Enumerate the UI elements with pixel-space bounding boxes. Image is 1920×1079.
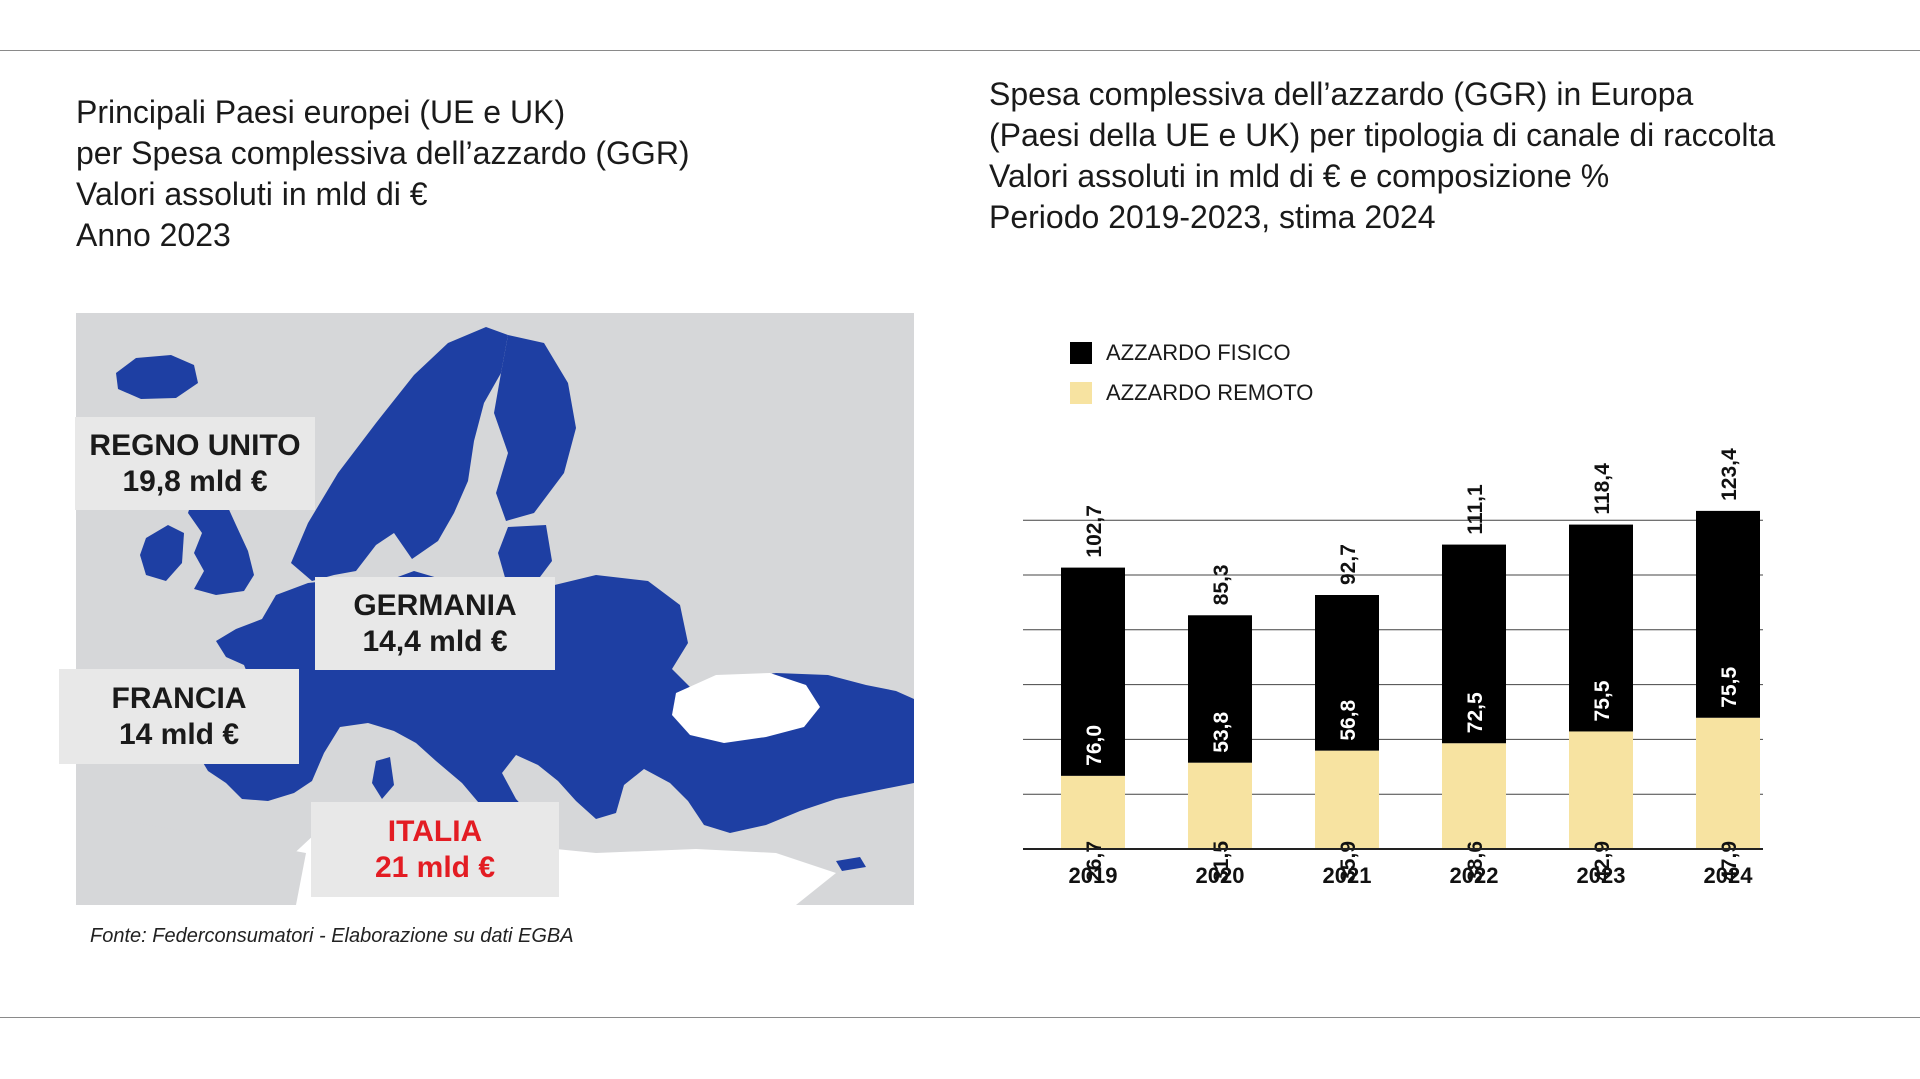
data-label-remoto: 42,9 — [1591, 841, 1614, 882]
label-italia: ITALIA 21 mld € — [311, 802, 559, 897]
north-africa-shape — [76, 813, 306, 905]
chart-title-line: Spesa complessiva dell’azzardo (GGR) in … — [989, 76, 1694, 112]
data-label-remoto: 38,6 — [1464, 841, 1487, 882]
label-regno-unito: REGNO UNITO 19,8 mld € — [75, 417, 315, 510]
source-note: Fonte: Federconsumatori - Elaborazione s… — [90, 925, 574, 947]
country-value: 14 mld € — [118, 717, 240, 751]
data-label-total: 118,4 — [1591, 463, 1614, 515]
bar-segment-fisico — [1442, 544, 1506, 744]
country-name: FRANCIA — [111, 681, 247, 715]
data-label-remoto: 31,5 — [1210, 841, 1233, 882]
data-label-remoto: 47,9 — [1718, 841, 1741, 882]
data-label-total: 111,1 — [1464, 484, 1487, 535]
bar-segment-fisico — [1569, 524, 1633, 732]
iceland-shape — [116, 355, 198, 399]
country-value: 19,8 mld € — [122, 464, 268, 498]
map-title-line: Principali Paesi europei (UE e UK) — [76, 94, 566, 130]
scandinavia-shape — [291, 327, 508, 581]
country-value: 21 mld € — [374, 850, 496, 884]
black-sea-shape — [672, 673, 820, 743]
data-label-total: 102,7 — [1083, 505, 1106, 558]
x-tick-label: 2019 — [1069, 863, 1118, 888]
bar-segment-fisico — [1188, 615, 1252, 763]
legend-swatch-fisico — [1070, 342, 1092, 364]
chart-title-line: Periodo 2019-2023, stima 2024 — [989, 199, 1436, 235]
data-label-fisico: 76,0 — [1083, 725, 1106, 766]
map-title-line: per Spesa complessiva dell’azzardo (GGR) — [76, 135, 690, 171]
country-name: GERMANIA — [353, 588, 517, 622]
top-rule — [0, 50, 1920, 51]
country-name: REGNO UNITO — [89, 428, 301, 462]
data-label-remoto: 26,7 — [1083, 841, 1106, 882]
legend-label-fisico: AZZARDO FISICO — [1106, 340, 1291, 365]
finland-shape — [494, 335, 576, 521]
data-label-total: 85,3 — [1210, 564, 1233, 605]
ireland-shape — [140, 525, 184, 581]
legend-item-fisico: AZZARDO FISICO — [1070, 333, 1313, 373]
sardinia-shape — [372, 757, 394, 799]
bar-segment-remoto — [1061, 775, 1125, 849]
data-label-fisico: 75,5 — [1718, 667, 1741, 708]
data-label-total: 92,7 — [1337, 544, 1360, 585]
bar-segment-fisico — [1696, 510, 1760, 718]
stacked-bar-chart: 26,7 76,0 102,7 2019 31,5 53,8 85,3 2020 35,9 56,… — [1023, 448, 1763, 888]
data-label-fisico: 53,8 — [1210, 711, 1233, 752]
x-tick-label: 2020 — [1196, 863, 1245, 888]
bar-segment-remoto — [1188, 762, 1252, 849]
map-title: Principali Paesi europei (UE e UK) per S… — [76, 92, 690, 256]
x-tick-label: 2022 — [1450, 863, 1499, 888]
x-tick-label: 2021 — [1323, 863, 1372, 888]
chart-title-line: (Paesi della UE e UK) per tipologia di c… — [989, 117, 1776, 153]
cyprus-shape — [836, 857, 866, 871]
bar-segment-fisico — [1061, 567, 1125, 776]
data-label-remoto: 35,9 — [1337, 841, 1360, 882]
bottom-rule — [0, 1017, 1920, 1018]
x-tick-label: 2024 — [1704, 863, 1754, 888]
data-label-fisico: 72,5 — [1464, 692, 1487, 733]
chart-legend: AZZARDO FISICO AZZARDO REMOTO — [1070, 333, 1313, 413]
map-title-line: Anno 2023 — [76, 217, 231, 253]
data-label-fisico: 75,5 — [1591, 680, 1614, 721]
label-francia: FRANCIA 14 mld € — [59, 669, 299, 764]
chart-title: Spesa complessiva dell’azzardo (GGR) in … — [989, 74, 1775, 238]
x-tick-label: 2023 — [1577, 863, 1626, 888]
country-value: 14,4 mld € — [362, 624, 508, 658]
chart-title-line: Valori assoluti in mld di € e composizio… — [989, 158, 1610, 194]
bar-segment-remoto — [1569, 731, 1633, 849]
bar-segment-remoto — [1696, 717, 1760, 849]
baltics-shape — [498, 525, 552, 585]
map-title-line: Valori assoluti in mld di € — [76, 176, 428, 212]
data-label-fisico: 56,8 — [1337, 699, 1360, 740]
legend-label-remoto: AZZARDO REMOTO — [1106, 380, 1314, 405]
legend-swatch-remoto — [1070, 382, 1092, 404]
bar-segment-fisico — [1315, 595, 1379, 751]
data-label-total: 123,4 — [1718, 448, 1741, 501]
bar-segment-remoto — [1442, 743, 1506, 849]
country-name: ITALIA — [387, 814, 483, 848]
bar-segment-remoto — [1315, 750, 1379, 849]
label-germania: GERMANIA 14,4 mld € — [315, 577, 555, 670]
legend-item-remoto: AZZARDO REMOTO — [1070, 373, 1313, 413]
